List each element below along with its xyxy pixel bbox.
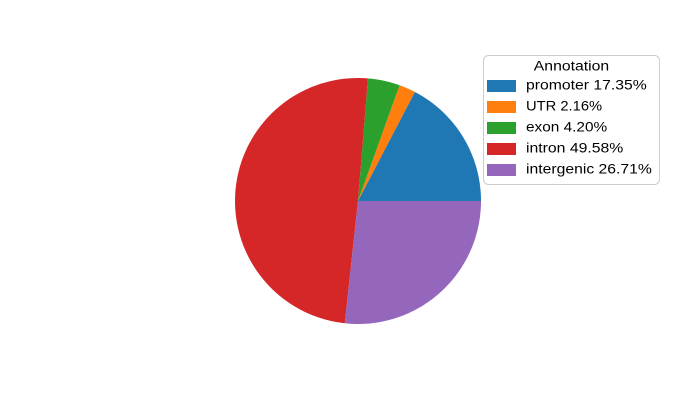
svg-text:promoter 17.35%: promoter 17.35% xyxy=(526,78,647,93)
svg-text:UTR 2.16%: UTR 2.16% xyxy=(526,99,602,114)
svg-text:exon 4.20%: exon 4.20% xyxy=(526,120,607,135)
svg-text:intron 49.58%: intron 49.58% xyxy=(526,141,623,156)
svg-text:Annotation: Annotation xyxy=(534,59,609,74)
svg-text:intergenic 26.71%: intergenic 26.71% xyxy=(526,162,652,177)
